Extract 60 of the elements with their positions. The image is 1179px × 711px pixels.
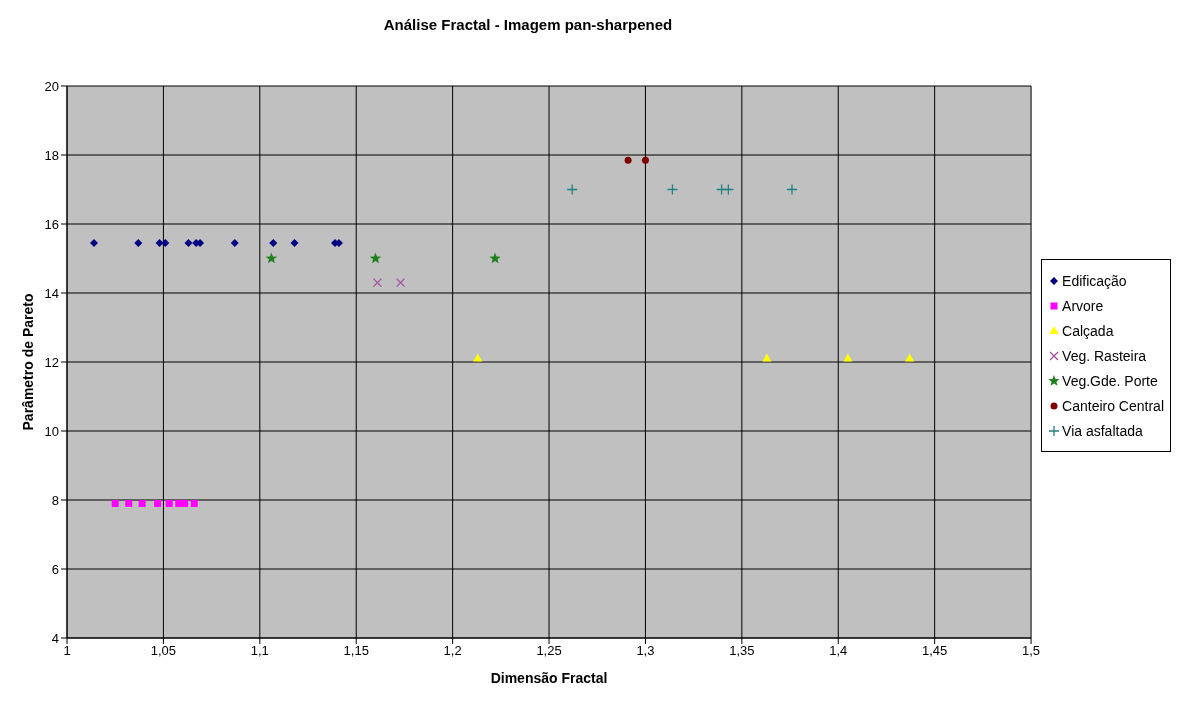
- y-tick-label: 8: [51, 492, 59, 508]
- y-tick-label: 12: [44, 354, 59, 370]
- point: [641, 156, 649, 164]
- x-tick-label: 1,05: [150, 643, 177, 659]
- y-tick-label: 18: [44, 147, 59, 163]
- point: [125, 499, 133, 507]
- point: [566, 183, 578, 196]
- point: [489, 252, 501, 264]
- x-tick-label: 1,3: [636, 643, 655, 659]
- point: [230, 238, 239, 247]
- point: [154, 499, 162, 507]
- point: [722, 183, 734, 196]
- point: [786, 183, 798, 196]
- point: [666, 183, 679, 196]
- legend-label: Arvore: [1062, 297, 1104, 314]
- legend-label: Calçada: [1062, 322, 1114, 339]
- point: [905, 353, 915, 362]
- point: [111, 499, 119, 507]
- point: [624, 156, 632, 164]
- point: [843, 353, 853, 362]
- x-axis-title: Dimensão Fractal: [490, 670, 608, 686]
- point: [473, 353, 483, 362]
- point: [165, 499, 173, 507]
- legend-label: Veg. Rasteira: [1062, 347, 1147, 364]
- x-tick-label: 1,2: [443, 643, 462, 659]
- x-tick-label: 1,15: [343, 643, 369, 659]
- x-tick-label: 1,5: [1022, 643, 1041, 659]
- x-tick-label: 1: [63, 643, 71, 659]
- point: [762, 353, 772, 362]
- legend-label: Edificação: [1062, 272, 1127, 289]
- point: [161, 238, 170, 247]
- point: [181, 499, 189, 507]
- y-tick-label: 4: [51, 630, 59, 646]
- point: [190, 499, 198, 507]
- x-tick-label: 1,1: [250, 643, 269, 659]
- x-tick-label: 1,25: [536, 643, 562, 659]
- legend-label: Veg.Gde. Porte: [1062, 372, 1158, 389]
- point: [134, 238, 143, 247]
- y-tick-label: 16: [44, 216, 59, 232]
- y-tick-label: 10: [44, 423, 59, 439]
- point: [269, 238, 278, 247]
- point: [155, 238, 164, 247]
- y-tick-label: 14: [44, 285, 59, 301]
- point: [184, 238, 193, 247]
- point: [395, 278, 406, 288]
- x-tick-label: 1,45: [922, 643, 948, 659]
- point: [290, 238, 299, 247]
- x-tick-label: 1,4: [829, 643, 848, 659]
- y-axis-title: Parâmetro de Pareto: [19, 293, 36, 431]
- point: [265, 252, 278, 264]
- legend-label: Canteiro Central: [1062, 397, 1164, 414]
- point: [372, 278, 383, 288]
- y-tick-label: 6: [51, 561, 59, 577]
- point: [369, 252, 382, 264]
- legend-label: Via asfaltada: [1062, 422, 1143, 439]
- y-tick-label: 20: [44, 78, 59, 94]
- point: [138, 499, 146, 507]
- chart-title: Análise Fractal - Imagem pan-sharpened: [382, 16, 674, 33]
- x-tick-label: 1,35: [729, 643, 755, 659]
- point: [89, 238, 98, 247]
